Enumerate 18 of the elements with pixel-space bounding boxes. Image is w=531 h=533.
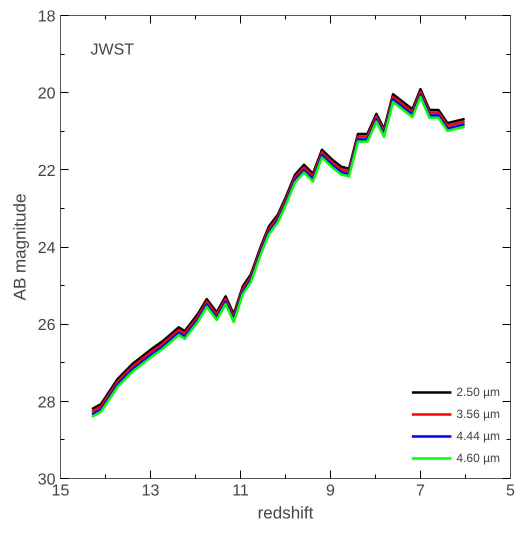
y-tick-label: 22: [38, 162, 56, 180]
legend-label: 4.44 µm: [456, 429, 500, 443]
y-tick-label: 20: [38, 86, 56, 103]
annotation: JWST: [90, 42, 134, 58]
legend-label: 3.56 µm: [456, 407, 500, 421]
x-tick-label: 7: [416, 482, 426, 500]
y-tick-label: 28: [38, 394, 56, 412]
legend-label: 2.50 µm: [456, 385, 500, 399]
x-axis-title: redshift: [258, 504, 314, 522]
x-tick-label: 9: [326, 482, 336, 500]
y-tick-label: 24: [38, 240, 56, 257]
x-tick-label: 11: [232, 482, 249, 500]
y-tick-label: 26: [38, 317, 56, 334]
y-axis-title: AB magnitude: [10, 194, 30, 300]
legend-label: 4.60 µm: [456, 451, 500, 465]
x-tick-label: 5: [506, 482, 516, 500]
y-tick-label: 18: [38, 8, 56, 26]
x-tick-label: 13: [142, 482, 160, 500]
